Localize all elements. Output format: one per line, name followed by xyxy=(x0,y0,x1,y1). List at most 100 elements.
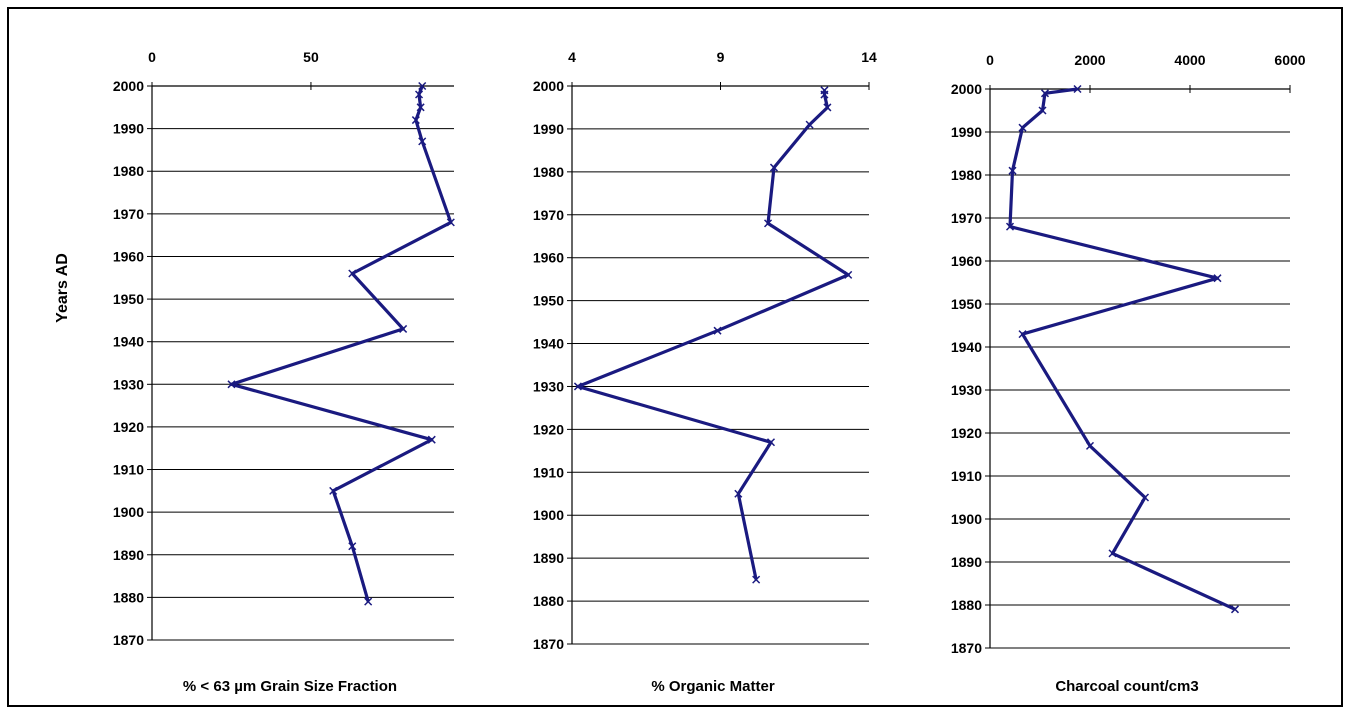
data-point xyxy=(713,326,722,335)
data-point-marker xyxy=(227,380,236,389)
data-point xyxy=(1018,330,1027,339)
y-tick-label: 1960 xyxy=(533,250,564,266)
data-point-marker xyxy=(1140,493,1150,502)
data-point-marker xyxy=(1008,166,1017,175)
data-point xyxy=(766,438,776,447)
data-point-marker xyxy=(1213,274,1222,283)
data-point-marker xyxy=(411,116,420,125)
y-tick-label: 1920 xyxy=(533,421,564,437)
data-point xyxy=(1085,441,1095,450)
y-tick-label: 1870 xyxy=(951,640,982,656)
data-point xyxy=(1230,605,1240,614)
data-point-marker xyxy=(418,81,427,91)
y-tick-label: 1950 xyxy=(533,293,564,309)
data-point-marker xyxy=(573,382,582,391)
data-point-marker xyxy=(1085,441,1095,450)
data-point-marker xyxy=(446,218,455,227)
x-tick-label: 50 xyxy=(303,49,319,65)
figure-border xyxy=(7,7,1343,707)
data-point-marker xyxy=(1038,106,1047,115)
y-tick-label: 1900 xyxy=(951,511,982,527)
data-point xyxy=(823,103,832,112)
data-point xyxy=(427,435,436,444)
data-point-marker xyxy=(1005,222,1015,231)
y-tick-label: 1890 xyxy=(113,547,144,563)
data-point-marker xyxy=(1108,549,1117,558)
y-tick-label: 1990 xyxy=(533,121,564,137)
data-point-marker xyxy=(427,435,436,444)
x-tick-label: 14 xyxy=(861,49,877,65)
data-point-marker xyxy=(1230,605,1240,614)
chart-panel-1: 2000 1990 1980 1970 1960 1950 1940 1930 1920 1910… xyxy=(113,49,455,695)
data-point-marker xyxy=(1018,330,1027,339)
y-tick-label: 1950 xyxy=(113,291,144,307)
y-tick-label: 1920 xyxy=(951,425,982,441)
data-point xyxy=(763,219,773,228)
data-point xyxy=(418,137,427,146)
data-point-marker xyxy=(713,326,722,335)
chart-panel-3: 2000 1990 1980 1970 1960 1950 1940 1930 1920 1910… xyxy=(951,52,1306,695)
y-tick-label: 1870 xyxy=(533,636,564,652)
data-point-marker xyxy=(1073,84,1082,94)
y-tick-label: 1910 xyxy=(113,462,144,478)
charts-group: 2000 1990 1980 1970 1960 1950 1940 1930 1920 1910… xyxy=(113,49,1306,695)
data-point xyxy=(364,597,373,606)
y-tick-label: 1940 xyxy=(113,334,144,350)
y-tick-label: 1900 xyxy=(113,504,144,520)
data-point-marker xyxy=(752,575,761,584)
x-axis-title: % Organic Matter xyxy=(651,678,775,695)
data-point-marker xyxy=(418,137,427,146)
x-tick-label: 6000 xyxy=(1274,52,1305,68)
y-tick-label: 1910 xyxy=(533,464,564,480)
data-point xyxy=(769,163,778,172)
y-tick-label: 1950 xyxy=(951,296,982,312)
x-tick-label: 2000 xyxy=(1074,52,1105,68)
y-tick-label: 1880 xyxy=(533,593,564,609)
data-point xyxy=(573,382,582,391)
x-axis-title: % < 63 µm Grain Size Fraction xyxy=(183,678,397,695)
y-tick-label: 1990 xyxy=(951,124,982,140)
data-point xyxy=(805,120,814,129)
y-tick-label: 1870 xyxy=(113,632,144,648)
y-tick-label: 1940 xyxy=(951,339,982,355)
x-tick-label: 0 xyxy=(148,49,156,65)
data-point-marker xyxy=(416,103,425,112)
data-point xyxy=(446,218,455,227)
data-point xyxy=(752,575,761,584)
data-point xyxy=(1005,222,1015,231)
data-point-marker xyxy=(763,219,773,228)
data-point-marker xyxy=(844,270,853,279)
data-point xyxy=(1040,89,1050,98)
data-point-marker xyxy=(805,120,814,129)
y-tick-label: 1970 xyxy=(533,207,564,223)
x-tick-label: 0 xyxy=(986,52,994,68)
data-point-marker xyxy=(348,269,357,278)
y-tick-label: 1970 xyxy=(113,206,144,222)
y-tick-label: 1930 xyxy=(951,382,982,398)
data-point-marker xyxy=(329,486,338,495)
y-tick-label: 2000 xyxy=(113,78,144,94)
y-tick-label: 1980 xyxy=(951,167,982,183)
y-tick-label: 1960 xyxy=(113,248,144,264)
data-point-marker xyxy=(1040,89,1050,98)
y-tick-label: 1930 xyxy=(533,378,564,394)
y-tick-label: 1940 xyxy=(533,336,564,352)
y-axis-title: Years AD xyxy=(54,253,71,323)
data-point-marker xyxy=(820,90,829,99)
data-point xyxy=(418,81,427,91)
data-point-marker xyxy=(399,324,408,333)
data-point-marker xyxy=(823,103,832,112)
y-tick-label: 1920 xyxy=(113,419,144,435)
y-tick-label: 2000 xyxy=(951,81,982,97)
data-point-marker xyxy=(734,489,743,498)
y-tick-label: 1970 xyxy=(951,210,982,226)
data-point xyxy=(416,103,425,112)
y-tick-label: 1890 xyxy=(533,550,564,566)
data-point xyxy=(820,90,829,99)
data-point xyxy=(844,270,853,279)
data-point xyxy=(1073,84,1082,94)
data-point-marker xyxy=(364,597,373,606)
y-tick-label: 1880 xyxy=(113,589,144,605)
y-tick-label: 1900 xyxy=(533,507,564,523)
